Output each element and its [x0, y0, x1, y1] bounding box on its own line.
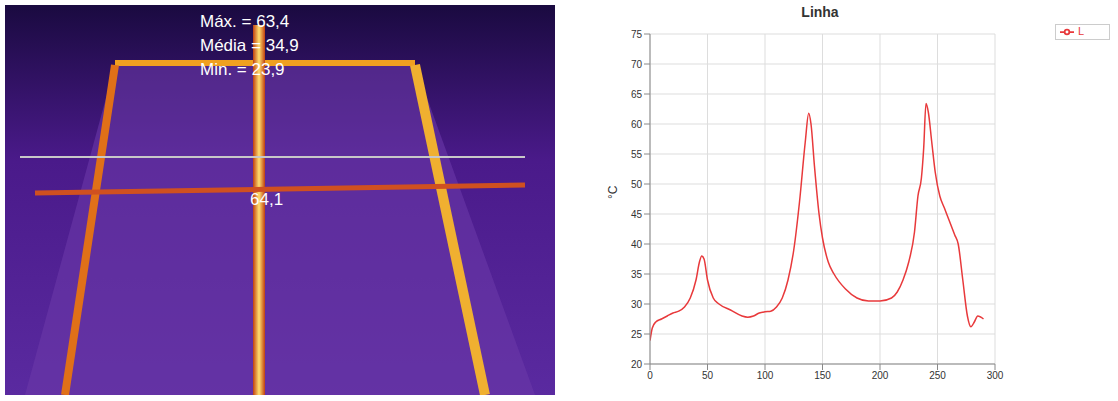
svg-text:100: 100	[757, 370, 774, 381]
html-text:Linha: Linha	[801, 4, 839, 20]
svg-text:75: 75	[631, 29, 643, 40]
svg-text:300: 300	[987, 370, 1004, 381]
svg-text:64,1: 64,1	[250, 190, 283, 209]
svg-text:25: 25	[631, 329, 643, 340]
svg-text:Máx. = 63,4: Máx. = 63,4	[200, 12, 289, 31]
svg-text:55: 55	[631, 149, 643, 160]
svg-text:30: 30	[631, 299, 643, 310]
svg-text:Min. = 23,9: Min. = 23,9	[200, 60, 285, 79]
svg-text:50: 50	[702, 370, 714, 381]
html-text:L: L	[1078, 25, 1085, 37]
svg-text:40: 40	[631, 239, 643, 250]
svg-text:60: 60	[631, 119, 643, 130]
svg-text:35: 35	[631, 269, 643, 280]
svg-text:200: 200	[872, 370, 889, 381]
svg-text:°C: °C	[606, 185, 620, 199]
svg-text:65: 65	[631, 89, 643, 100]
svg-text:Média = 34,9: Média = 34,9	[200, 36, 299, 55]
svg-text:45: 45	[631, 209, 643, 220]
svg-text:20: 20	[631, 359, 643, 370]
svg-text:70: 70	[631, 59, 643, 70]
svg-text:50: 50	[631, 179, 643, 190]
svg-text:0: 0	[647, 370, 653, 381]
svg-text:150: 150	[814, 370, 831, 381]
svg-text:250: 250	[929, 370, 946, 381]
